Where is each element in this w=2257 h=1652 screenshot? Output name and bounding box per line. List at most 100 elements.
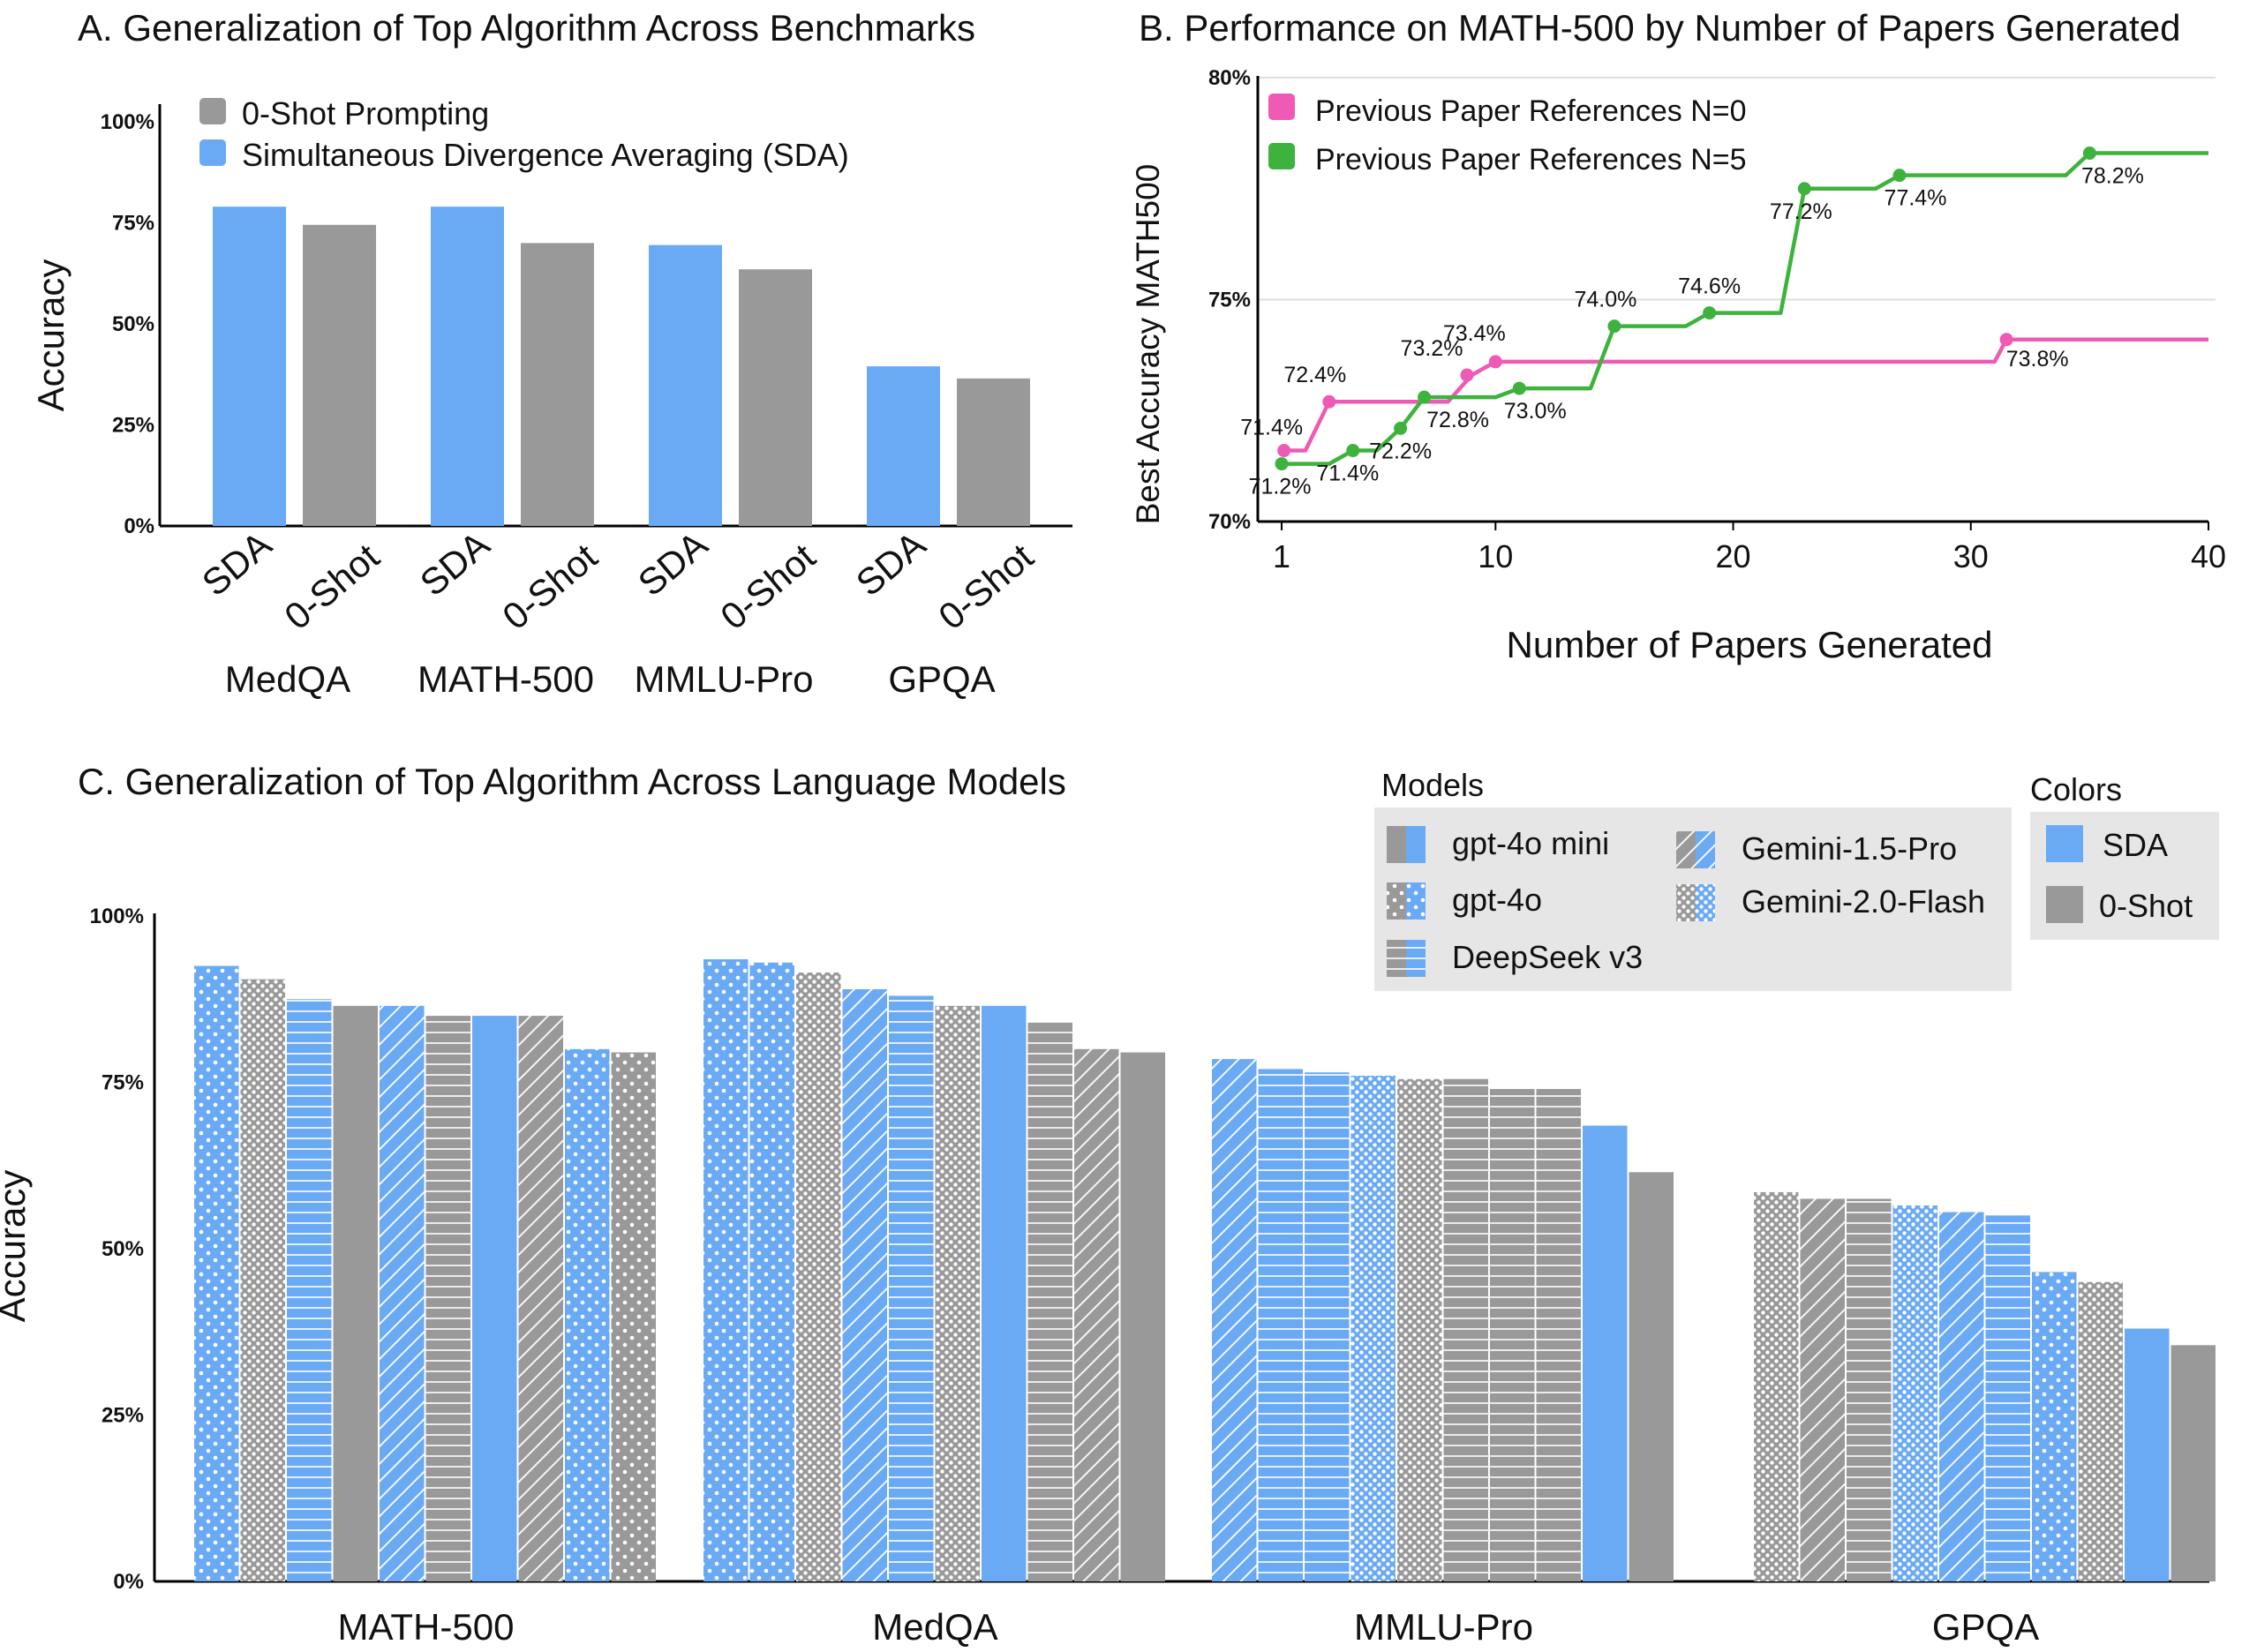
bar-math-500-gpt-4o-sda bbox=[194, 965, 239, 1581]
ytick-label: 0% bbox=[113, 1570, 144, 1594]
panel-b-title: B. Performance on MATH-500 by Number of … bbox=[1139, 7, 2180, 49]
bar-math-500-deepseek-v3-sda bbox=[287, 999, 332, 1581]
bar-gpqa-gemini-2-0-flash-0-shot bbox=[1754, 1191, 1799, 1581]
category-label-gpqa: GPQA bbox=[888, 658, 995, 700]
bar-gpqa-gemini-1-5-pro-0-shot bbox=[1800, 1198, 1845, 1581]
bar-sda-mmlu-pro bbox=[649, 244, 722, 526]
marker-label: 72.2% bbox=[1369, 439, 1432, 463]
bar-math-500-gemini-1-5-pro-0-shot bbox=[518, 1016, 563, 1581]
bar-medqa-deepseek-v3-0-shot bbox=[1027, 1022, 1072, 1581]
ytick-label: 100% bbox=[90, 905, 144, 928]
bar-label-0-shot: 0-Shot bbox=[712, 536, 823, 638]
bar-math-500-gemini-1-5-pro-sda bbox=[380, 1005, 425, 1581]
legend-label-n5: Previous Paper References N=5 bbox=[1315, 143, 1747, 176]
bar-0-shot-mmlu-pro bbox=[739, 269, 812, 526]
legend-colors-label-0shot: 0-Shot bbox=[2099, 888, 2193, 924]
legend-swatch-sda bbox=[199, 139, 226, 166]
panel-a: A. Generalization of Top Algorithm Acros… bbox=[30, 7, 1072, 700]
legend-model-label-gemini-2-0-flash: Gemini-2.0-Flash bbox=[1742, 883, 1985, 920]
ytick-label: 80% bbox=[1208, 66, 1251, 90]
marker-label: 71.2% bbox=[1249, 475, 1312, 499]
bar-gpqa-gpt-4o-sda bbox=[2032, 1272, 2077, 1581]
bar-label-0-shot: 0-Shot bbox=[494, 536, 605, 638]
xtick-label: 40 bbox=[2191, 538, 2226, 574]
legend-model-label-gpt-4o: gpt-4o bbox=[1452, 882, 1542, 918]
bar-label-sda: SDA bbox=[630, 523, 715, 604]
bar-mmlu-pro-gemini-2-0-flash-0-shot bbox=[1397, 1078, 1442, 1581]
bar-mmlu-pro-deepseek-v3-sda bbox=[1258, 1069, 1303, 1581]
bar-medqa-gemini-2-0-flash-0-shot bbox=[796, 972, 841, 1581]
ytick-label: 75% bbox=[1208, 289, 1251, 312]
legend-model-label-gemini-1-5-pro: Gemini-1.5-Pro bbox=[1742, 830, 1957, 867]
bar-medqa-gpt-4o-mini-sda bbox=[982, 1005, 1027, 1581]
marker-label: 72.8% bbox=[1426, 408, 1489, 432]
xtick-label: 10 bbox=[1478, 538, 1513, 574]
marker-label: 74.0% bbox=[1574, 288, 1636, 312]
panel-c-categories: MATH-500 MedQA MMLU-Pro GPQA bbox=[338, 1606, 2040, 1648]
panel-b-yticks: 70% 75% 80% bbox=[1208, 66, 1251, 534]
legend-swatch-n0 bbox=[1268, 94, 1295, 120]
category-label-medqa: MedQA bbox=[872, 1606, 997, 1648]
panel-c-yticks: 0% 25% 50% 75% 100% bbox=[90, 905, 144, 1594]
marker-label: 78.2% bbox=[2081, 164, 2144, 189]
legend-colors-swatch-sda bbox=[2046, 825, 2083, 862]
bar-math-500-gpt-4o-mini-0-shot bbox=[333, 1005, 378, 1581]
bar-medqa-deepseek-v3-sda bbox=[889, 995, 934, 1581]
panel-a-legend: 0-Shot Prompting Simultaneous Divergence… bbox=[199, 95, 849, 173]
category-label-gpqa: GPQA bbox=[1932, 1606, 2039, 1648]
marker-label: 73.8% bbox=[2006, 347, 2069, 372]
legend-swatch-0shot bbox=[199, 98, 226, 124]
ytick-label: 25% bbox=[112, 414, 154, 438]
bar-0-shot-medqa bbox=[303, 224, 376, 527]
marker-label: 72.4% bbox=[1283, 363, 1346, 387]
bar-gpqa-gemini-2-0-flash-sda bbox=[1892, 1205, 1937, 1581]
marker-previous-paper-references-n-5 bbox=[1797, 182, 1811, 196]
bar-math-500-gpt-4o-0-shot bbox=[611, 1052, 656, 1581]
bar-medqa-gpt-4o-sda bbox=[703, 959, 749, 1581]
marker-label: 77.4% bbox=[1885, 186, 1947, 211]
bar-gpqa-deepseek-v3-0-shot bbox=[1847, 1198, 1892, 1581]
marker-label: 73.4% bbox=[1443, 321, 1506, 346]
bar-mmlu-pro-gpt-4o-mini-sda bbox=[1583, 1125, 1628, 1581]
marker-previous-paper-references-n-0 bbox=[1999, 333, 2013, 347]
marker-previous-paper-references-n-5 bbox=[2082, 146, 2096, 161]
marker-label: 71.4% bbox=[1316, 462, 1379, 486]
bar-gpqa-gpt-4o-mini-sda bbox=[2125, 1328, 2170, 1581]
marker-previous-paper-references-n-0 bbox=[1277, 444, 1291, 458]
marker-previous-paper-references-n-5 bbox=[1394, 421, 1408, 435]
bar-math-500-gpt-4o-mini-sda bbox=[472, 1016, 517, 1581]
bar-sda-gpqa bbox=[867, 366, 940, 526]
marker-previous-paper-references-n-5 bbox=[1346, 444, 1360, 458]
legend-label-0shot: 0-Shot Prompting bbox=[242, 95, 489, 131]
marker-previous-paper-references-n-5 bbox=[1607, 319, 1621, 334]
legend-model-swatch-zs bbox=[1387, 940, 1406, 977]
bar-gpqa-gemini-2-0-flash-0-shot bbox=[2078, 1281, 2123, 1581]
bar-medqa-gpt-4o-sda bbox=[749, 962, 794, 1581]
bar-math-500-gemini-2-0-flash-0-shot bbox=[240, 979, 285, 1581]
bar-mmlu-pro-deepseek-v3-0-shot bbox=[1490, 1089, 1535, 1581]
legend-colors-swatch-0shot bbox=[2046, 886, 2083, 923]
xtick-label: 30 bbox=[1953, 538, 1989, 574]
panel-b-grid bbox=[1258, 77, 2216, 301]
bar-mmlu-pro-gpt-4o-mini-0-shot bbox=[1629, 1172, 1674, 1581]
bar-gpqa-deepseek-v3-sda bbox=[1985, 1215, 2030, 1581]
panel-a-yticks: 0% 25% 50% 75% 100% bbox=[101, 110, 154, 538]
category-label-medqa: MedQA bbox=[225, 658, 350, 700]
panel-b-lines: 71.4%72.4%73.2%73.4%73.8%71.2%71.4%72.2%… bbox=[1240, 146, 2208, 499]
panel-b-ylabel: Best Accuracy MATH500 bbox=[1130, 164, 1166, 525]
category-label-mmlu-pro: MMLU-Pro bbox=[634, 658, 813, 700]
marker-label: 73.2% bbox=[1401, 336, 1463, 361]
ytick-label: 50% bbox=[112, 312, 154, 336]
marker-label: 74.6% bbox=[1678, 274, 1741, 299]
bar-label-sda: SDA bbox=[194, 523, 279, 604]
legend-model-label-deepseek-v3: DeepSeek v3 bbox=[1452, 939, 1643, 975]
bar-mmlu-pro-gemini-2-0-flash-sda bbox=[1350, 1075, 1396, 1581]
legend-model-swatch-sda bbox=[1406, 940, 1426, 977]
bar-label-0-shot: 0-Shot bbox=[930, 536, 1041, 638]
bar-math-500-gpt-4o-sda bbox=[565, 1048, 610, 1581]
bar-mmlu-pro-deepseek-v3-0-shot bbox=[1443, 1078, 1488, 1581]
legend-label-n0: Previous Paper References N=0 bbox=[1315, 94, 1747, 128]
legend-model-swatch-sda bbox=[1406, 826, 1426, 863]
